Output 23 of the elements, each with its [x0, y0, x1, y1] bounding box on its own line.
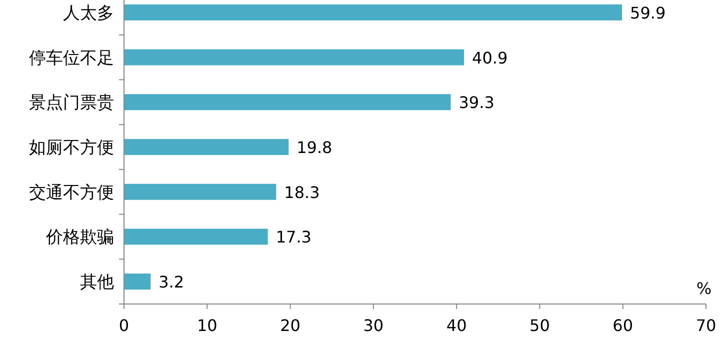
y-tick-label: 交通不方便	[29, 182, 114, 203]
y-tick-label: 停车位不足	[29, 48, 114, 68]
x-tick-label: 60	[612, 316, 634, 335]
data-label: 3.2	[158, 272, 184, 292]
x-tick-label: 40	[446, 316, 467, 335]
data-label: 39.3	[458, 93, 494, 112]
x-tick-label: 10	[196, 316, 218, 335]
y-tick-label: 价格欺骗	[45, 228, 114, 248]
x-tick-label: 20	[280, 316, 300, 335]
x-axis-title: %	[696, 279, 712, 298]
y-tick-label: 景点门票贵	[29, 93, 114, 114]
y-tick-label: 如厕不方便	[29, 138, 114, 158]
y-tick-label: 其他	[80, 272, 114, 293]
x-tick-label: 30	[363, 316, 384, 335]
y-tick-label: 人太多	[63, 3, 114, 24]
x-tick-label: 0	[118, 316, 130, 335]
data-label: 40.9	[472, 48, 508, 68]
data-label: 59.9	[630, 3, 666, 22]
data-label: 17.3	[276, 228, 312, 247]
data-label: 19.8	[296, 138, 332, 157]
x-tick-label: 70	[696, 316, 716, 335]
data-label: 18.3	[284, 182, 320, 202]
x-tick-label: 50	[530, 316, 550, 335]
